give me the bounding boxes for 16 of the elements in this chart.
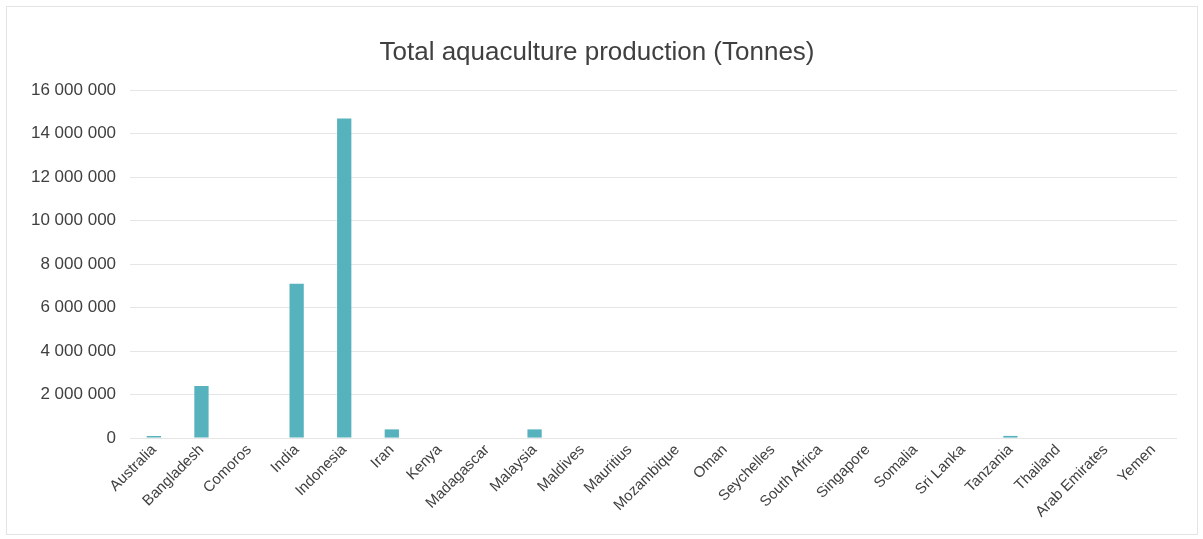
y-tick-label: 14 000 000 — [30, 123, 117, 143]
y-tick-label: 2 000 000 — [40, 384, 117, 404]
bar — [289, 283, 304, 438]
x-tick-label: Iran — [366, 440, 397, 471]
bar — [194, 385, 209, 438]
y-tick-label: 12 000 000 — [30, 166, 117, 186]
y-tick-label: 10 000 000 — [30, 210, 117, 230]
bar — [527, 429, 542, 438]
y-tick-label: 8 000 000 — [40, 253, 117, 273]
bar — [384, 429, 399, 438]
chart-title: Total aquaculture production (Tonnes) — [379, 35, 815, 66]
bar — [337, 118, 352, 438]
y-tick-label: 6 000 000 — [40, 297, 117, 317]
y-tick-label: 0 — [106, 427, 117, 447]
y-tick-label: 16 000 000 — [30, 79, 117, 99]
y-tick-label: 4 000 000 — [40, 340, 117, 360]
